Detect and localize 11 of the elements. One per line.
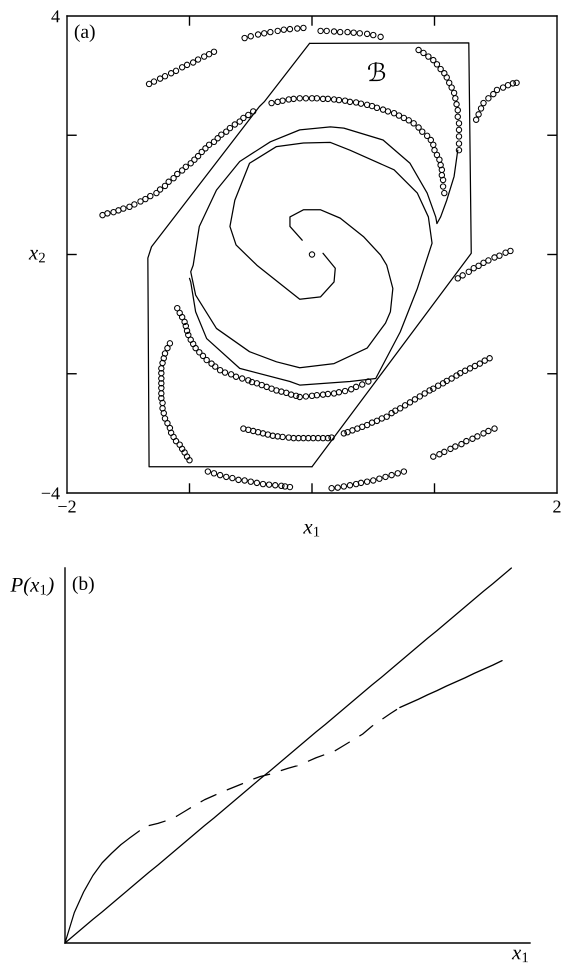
x-tick-label: 2 xyxy=(553,500,561,512)
x-axis-title: x$_{1}$ xyxy=(512,950,528,962)
x-tick-label: −2 xyxy=(58,500,76,512)
y-axis-title: x$_{2}$ xyxy=(28,250,45,262)
annotation: ℬ xyxy=(368,62,386,82)
y-tick-label: 4 xyxy=(51,10,60,22)
annotation: (b) xyxy=(72,576,94,594)
y-tick-label: −4 xyxy=(42,487,60,500)
y-axis-title: P(x$_{1}$) xyxy=(10,577,54,596)
x-axis-title: x$_{1}$ xyxy=(303,524,320,536)
annotation: (a) xyxy=(74,24,95,42)
